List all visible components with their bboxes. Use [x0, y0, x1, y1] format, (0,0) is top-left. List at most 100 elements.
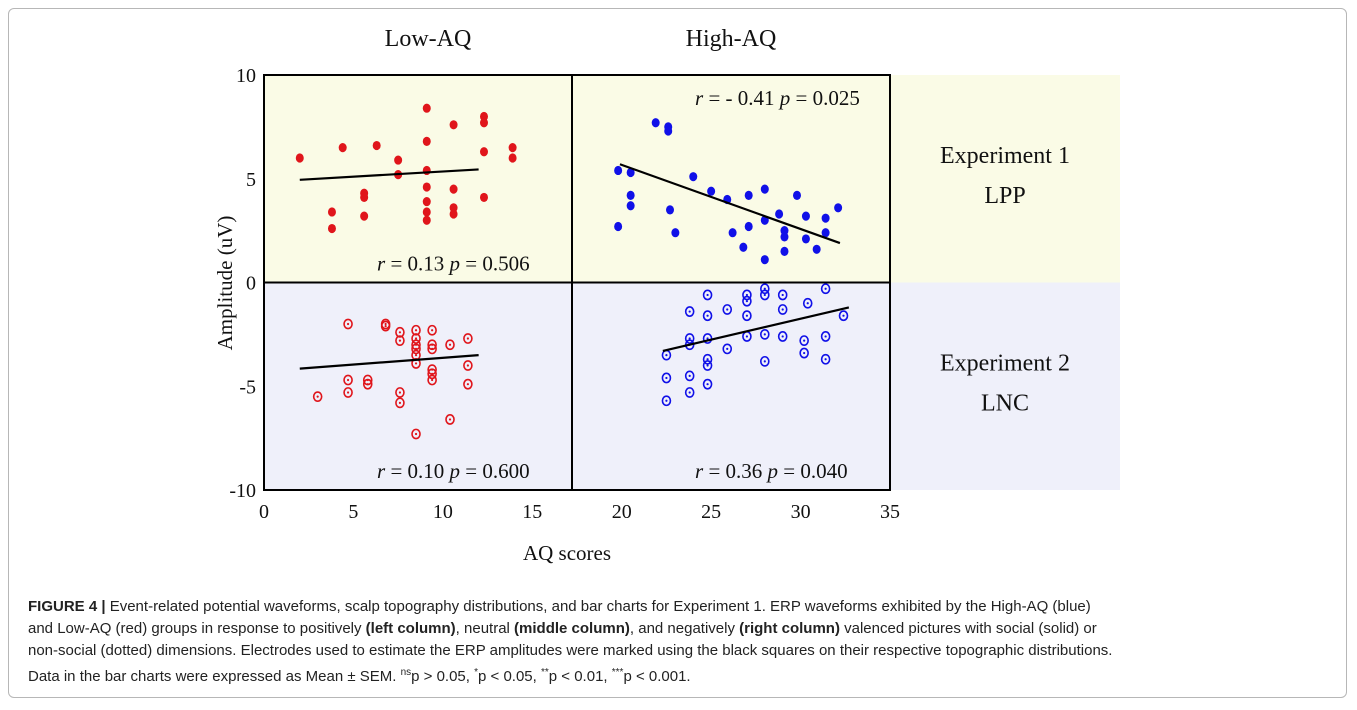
caption-run: valenced pictures with social (solid) or [839, 620, 1097, 637]
data-point [707, 186, 716, 196]
data-point-ring [684, 370, 695, 382]
data-point-ring [742, 289, 752, 301]
x-tick-label: 0 [259, 501, 269, 523]
stats-part: = [460, 459, 482, 483]
stats-part: 0.600 [482, 459, 529, 483]
data-point [626, 201, 635, 211]
data-point [777, 331, 788, 342]
caption-run: ns [400, 667, 412, 678]
data-point [372, 140, 381, 151]
data-point [722, 304, 733, 315]
data-point [445, 339, 455, 351]
data-point [395, 387, 405, 398]
data-point [508, 143, 517, 153]
data-point-ring [820, 331, 831, 342]
y-tick-label: -10 [229, 480, 256, 502]
stats-part: p [448, 459, 461, 483]
data-point-ring [702, 289, 713, 301]
data-point [799, 347, 809, 359]
stats-part: r [695, 86, 704, 110]
x-tick-label: 10 [433, 501, 453, 523]
data-point-center [398, 339, 402, 342]
data-point [394, 155, 403, 165]
data-point-center [431, 378, 434, 382]
data-point-ring [742, 310, 752, 322]
row-label-component: LNC [981, 390, 1029, 416]
data-point-center [431, 329, 434, 332]
data-point [834, 203, 843, 213]
data-point-ring [702, 353, 713, 365]
data-point [327, 207, 336, 217]
data-point [422, 196, 431, 207]
data-point [801, 234, 810, 244]
data-point [777, 304, 788, 315]
data-point [702, 289, 713, 301]
data-point [338, 143, 347, 153]
data-point-ring [661, 395, 672, 407]
data-point-center [384, 324, 387, 328]
data-point [626, 190, 635, 200]
data-point [702, 378, 713, 390]
caption-run: , and negatively [629, 620, 740, 637]
data-point [742, 289, 752, 301]
data-point [395, 326, 405, 338]
data-point [449, 209, 458, 219]
data-point [295, 153, 304, 163]
figure-frame [8, 8, 1347, 698]
data-point-ring [799, 335, 809, 346]
data-point [684, 306, 695, 317]
data-point-center [726, 308, 729, 311]
data-point-center [346, 322, 350, 326]
data-point-center [414, 362, 418, 365]
data-point [343, 318, 353, 330]
data-point-ring [427, 343, 437, 355]
data-point-ring [777, 304, 788, 315]
data-point-center [466, 364, 469, 367]
data-point [689, 172, 698, 182]
data-point [411, 333, 421, 344]
caption-run: p > 0.05, [411, 668, 475, 685]
data-point-center [706, 314, 709, 317]
data-point-ring [722, 343, 733, 355]
data-point [722, 343, 733, 355]
data-point [702, 360, 713, 371]
data-point [759, 328, 770, 340]
data-point-ring [759, 328, 770, 340]
stats-part: 0.506 [482, 252, 529, 276]
data-point [479, 192, 488, 203]
data-point [744, 190, 753, 200]
caption-line-4: Data in the bar charts were expressed as… [28, 662, 1333, 688]
data-point [664, 126, 673, 136]
data-point-ring [445, 339, 455, 351]
data-point-center [688, 337, 691, 340]
stats-part: r [377, 459, 386, 483]
y-tick-label: 5 [246, 169, 256, 191]
caption-run: Event-related potential waveforms, scalp… [105, 598, 1091, 615]
data-point-ring [427, 374, 437, 386]
data-point-center [842, 314, 845, 317]
data-point [327, 223, 336, 234]
data-point [802, 297, 813, 309]
data-point-center [745, 293, 749, 297]
panel-1: r = 0.13 p = 0.506 [295, 103, 530, 276]
data-point [449, 120, 458, 130]
y-tick-label: 10 [236, 65, 256, 87]
correlation-stats: r = - 0.41 p = 0.025 [695, 86, 860, 110]
stats-part: 0.040 [800, 459, 847, 483]
data-point-center [763, 293, 766, 297]
data-point-center [466, 383, 469, 386]
data-point [343, 374, 353, 386]
data-point [312, 391, 323, 403]
data-point [759, 283, 770, 295]
data-point [742, 295, 752, 307]
caption-run: (middle column) [514, 620, 630, 637]
stats-part: = [703, 86, 725, 110]
y-tick-label: 0 [246, 273, 256, 295]
regression-line [299, 354, 479, 370]
x-tick-label: 30 [791, 501, 811, 523]
stats-part: p [448, 252, 461, 276]
data-point-center [466, 337, 469, 340]
data-point-ring [759, 355, 770, 367]
